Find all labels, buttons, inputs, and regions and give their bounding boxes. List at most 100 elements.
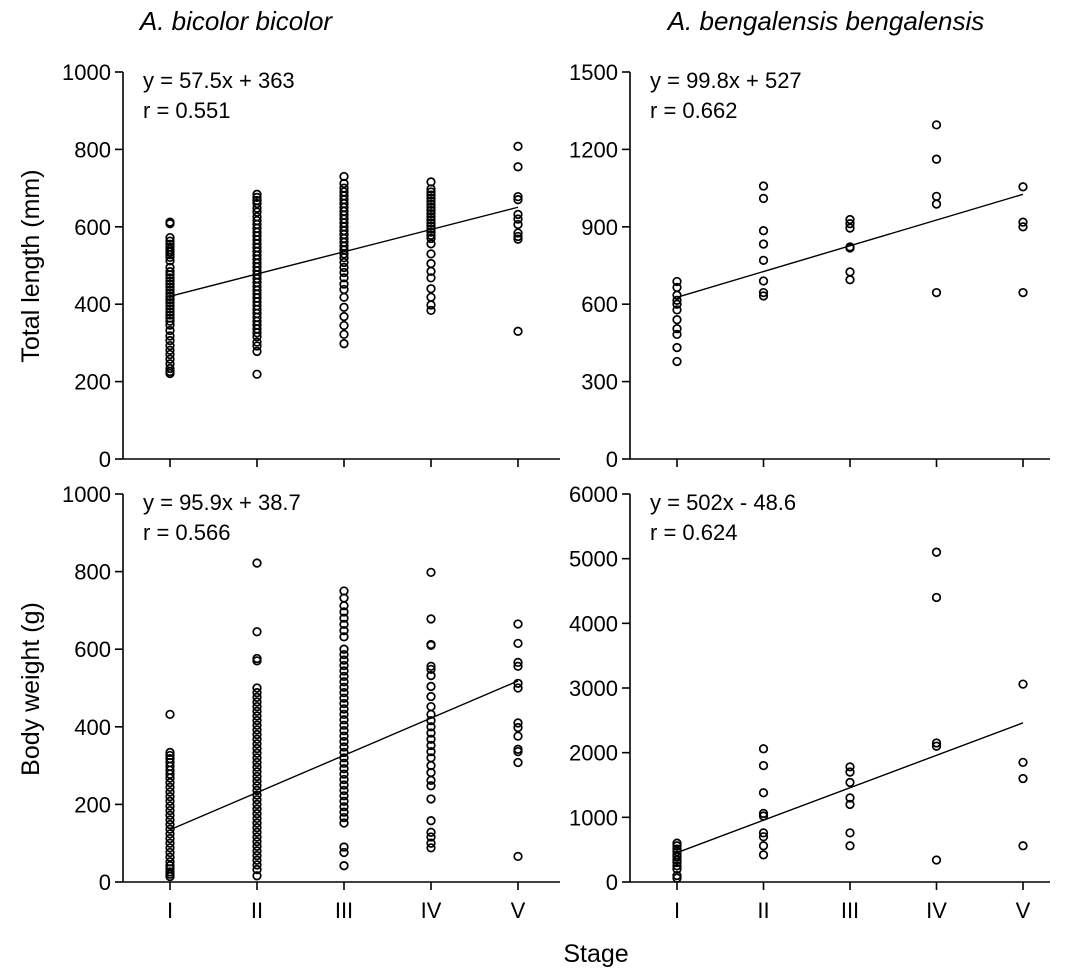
data-point: [339, 704, 349, 714]
y-tick-label: 1000: [569, 805, 618, 830]
data-point: [252, 809, 262, 819]
data-point: [252, 785, 262, 796]
data-point: [426, 205, 436, 216]
data-point: [1018, 757, 1028, 768]
data-point: [339, 842, 349, 852]
data-point: [426, 218, 436, 228]
data-point: [845, 223, 855, 233]
correlation-coefficient: r = 0.551: [143, 98, 230, 123]
data-point: [426, 775, 436, 785]
data-point: [165, 270, 175, 280]
data-point: [252, 198, 262, 209]
data-point: [845, 214, 855, 225]
regression-line: [676, 193, 1024, 298]
data-point: [339, 774, 349, 785]
regression-equation: y = 99.8x + 527: [650, 68, 802, 93]
data-point: [931, 547, 942, 557]
data-point: [165, 247, 175, 257]
data-point: [513, 683, 523, 693]
data-point: [339, 671, 349, 682]
data-point: [339, 802, 349, 812]
data-point: [758, 255, 769, 265]
data-point: [165, 805, 175, 816]
data-point: [165, 819, 175, 830]
data-point: [1018, 287, 1028, 298]
data-point: [845, 793, 855, 803]
x-tick-label: V: [511, 898, 526, 923]
data-point: [426, 249, 436, 259]
data-point: [758, 287, 769, 298]
y-tick-label: 400: [74, 715, 111, 740]
data-point: [339, 632, 349, 642]
data-point: [758, 226, 769, 236]
y-tick-label: 0: [99, 870, 111, 895]
data-point: [513, 657, 523, 668]
data-point: [165, 354, 175, 364]
data-point: [758, 760, 769, 771]
data-point: [672, 356, 682, 367]
data-point: [426, 221, 436, 231]
data-point: [165, 852, 175, 862]
data-point: [758, 291, 769, 301]
data-point: [165, 298, 175, 308]
data-point: [339, 785, 349, 796]
data-point: [339, 607, 349, 617]
data-point: [165, 747, 175, 758]
data-point: [165, 801, 175, 811]
data-point: [165, 236, 175, 246]
data-point: [426, 300, 436, 310]
data-point: [339, 339, 349, 349]
data-point: [426, 664, 436, 675]
data-point: [426, 661, 436, 671]
data-point: [426, 184, 436, 194]
data-point: [513, 214, 523, 224]
data-point: [672, 276, 682, 287]
y-tick-label: 5000: [569, 547, 618, 572]
data-point: [426, 193, 436, 203]
data-point: [252, 790, 262, 800]
x-tick-label: III: [335, 898, 353, 923]
data-point: [513, 209, 523, 220]
data-point: [252, 192, 262, 203]
data-point: [845, 762, 855, 772]
data-point: [252, 753, 262, 763]
data-point: [339, 742, 349, 752]
x-tick-label: II: [251, 898, 263, 923]
data-point: [672, 299, 682, 309]
data-point: [252, 836, 262, 847]
data-point: [513, 718, 523, 728]
data-point: [252, 697, 262, 707]
data-point: [165, 325, 175, 336]
data-point: [672, 305, 682, 315]
y-axis-title-bottom: Body weight (g): [17, 602, 45, 776]
data-point: [252, 823, 262, 833]
data-point: [1018, 222, 1028, 232]
data-point: [513, 638, 523, 649]
x-tick-label: V: [1016, 898, 1031, 923]
data-point: [513, 195, 523, 205]
y-tick-label: 1000: [62, 60, 111, 85]
data-point: [426, 816, 436, 826]
data-point: [426, 722, 436, 732]
data-point: [165, 256, 175, 266]
data-point: [513, 162, 523, 172]
data-point: [339, 284, 349, 295]
data-point: [672, 864, 682, 874]
data-point: [339, 861, 349, 871]
data-point: [426, 709, 436, 720]
data-point: [426, 284, 436, 294]
data-point: [252, 850, 262, 861]
data-point: [845, 219, 855, 229]
data-point: [672, 873, 682, 883]
data-point: [426, 728, 436, 738]
data-point: [931, 191, 942, 202]
data-point: [252, 692, 262, 702]
data-point: [165, 285, 175, 295]
data-point: [339, 292, 349, 302]
data-point: [339, 660, 349, 671]
data-point: [672, 295, 682, 305]
data-point: [672, 852, 682, 862]
data-point: [252, 369, 262, 379]
data-point: [165, 294, 175, 305]
